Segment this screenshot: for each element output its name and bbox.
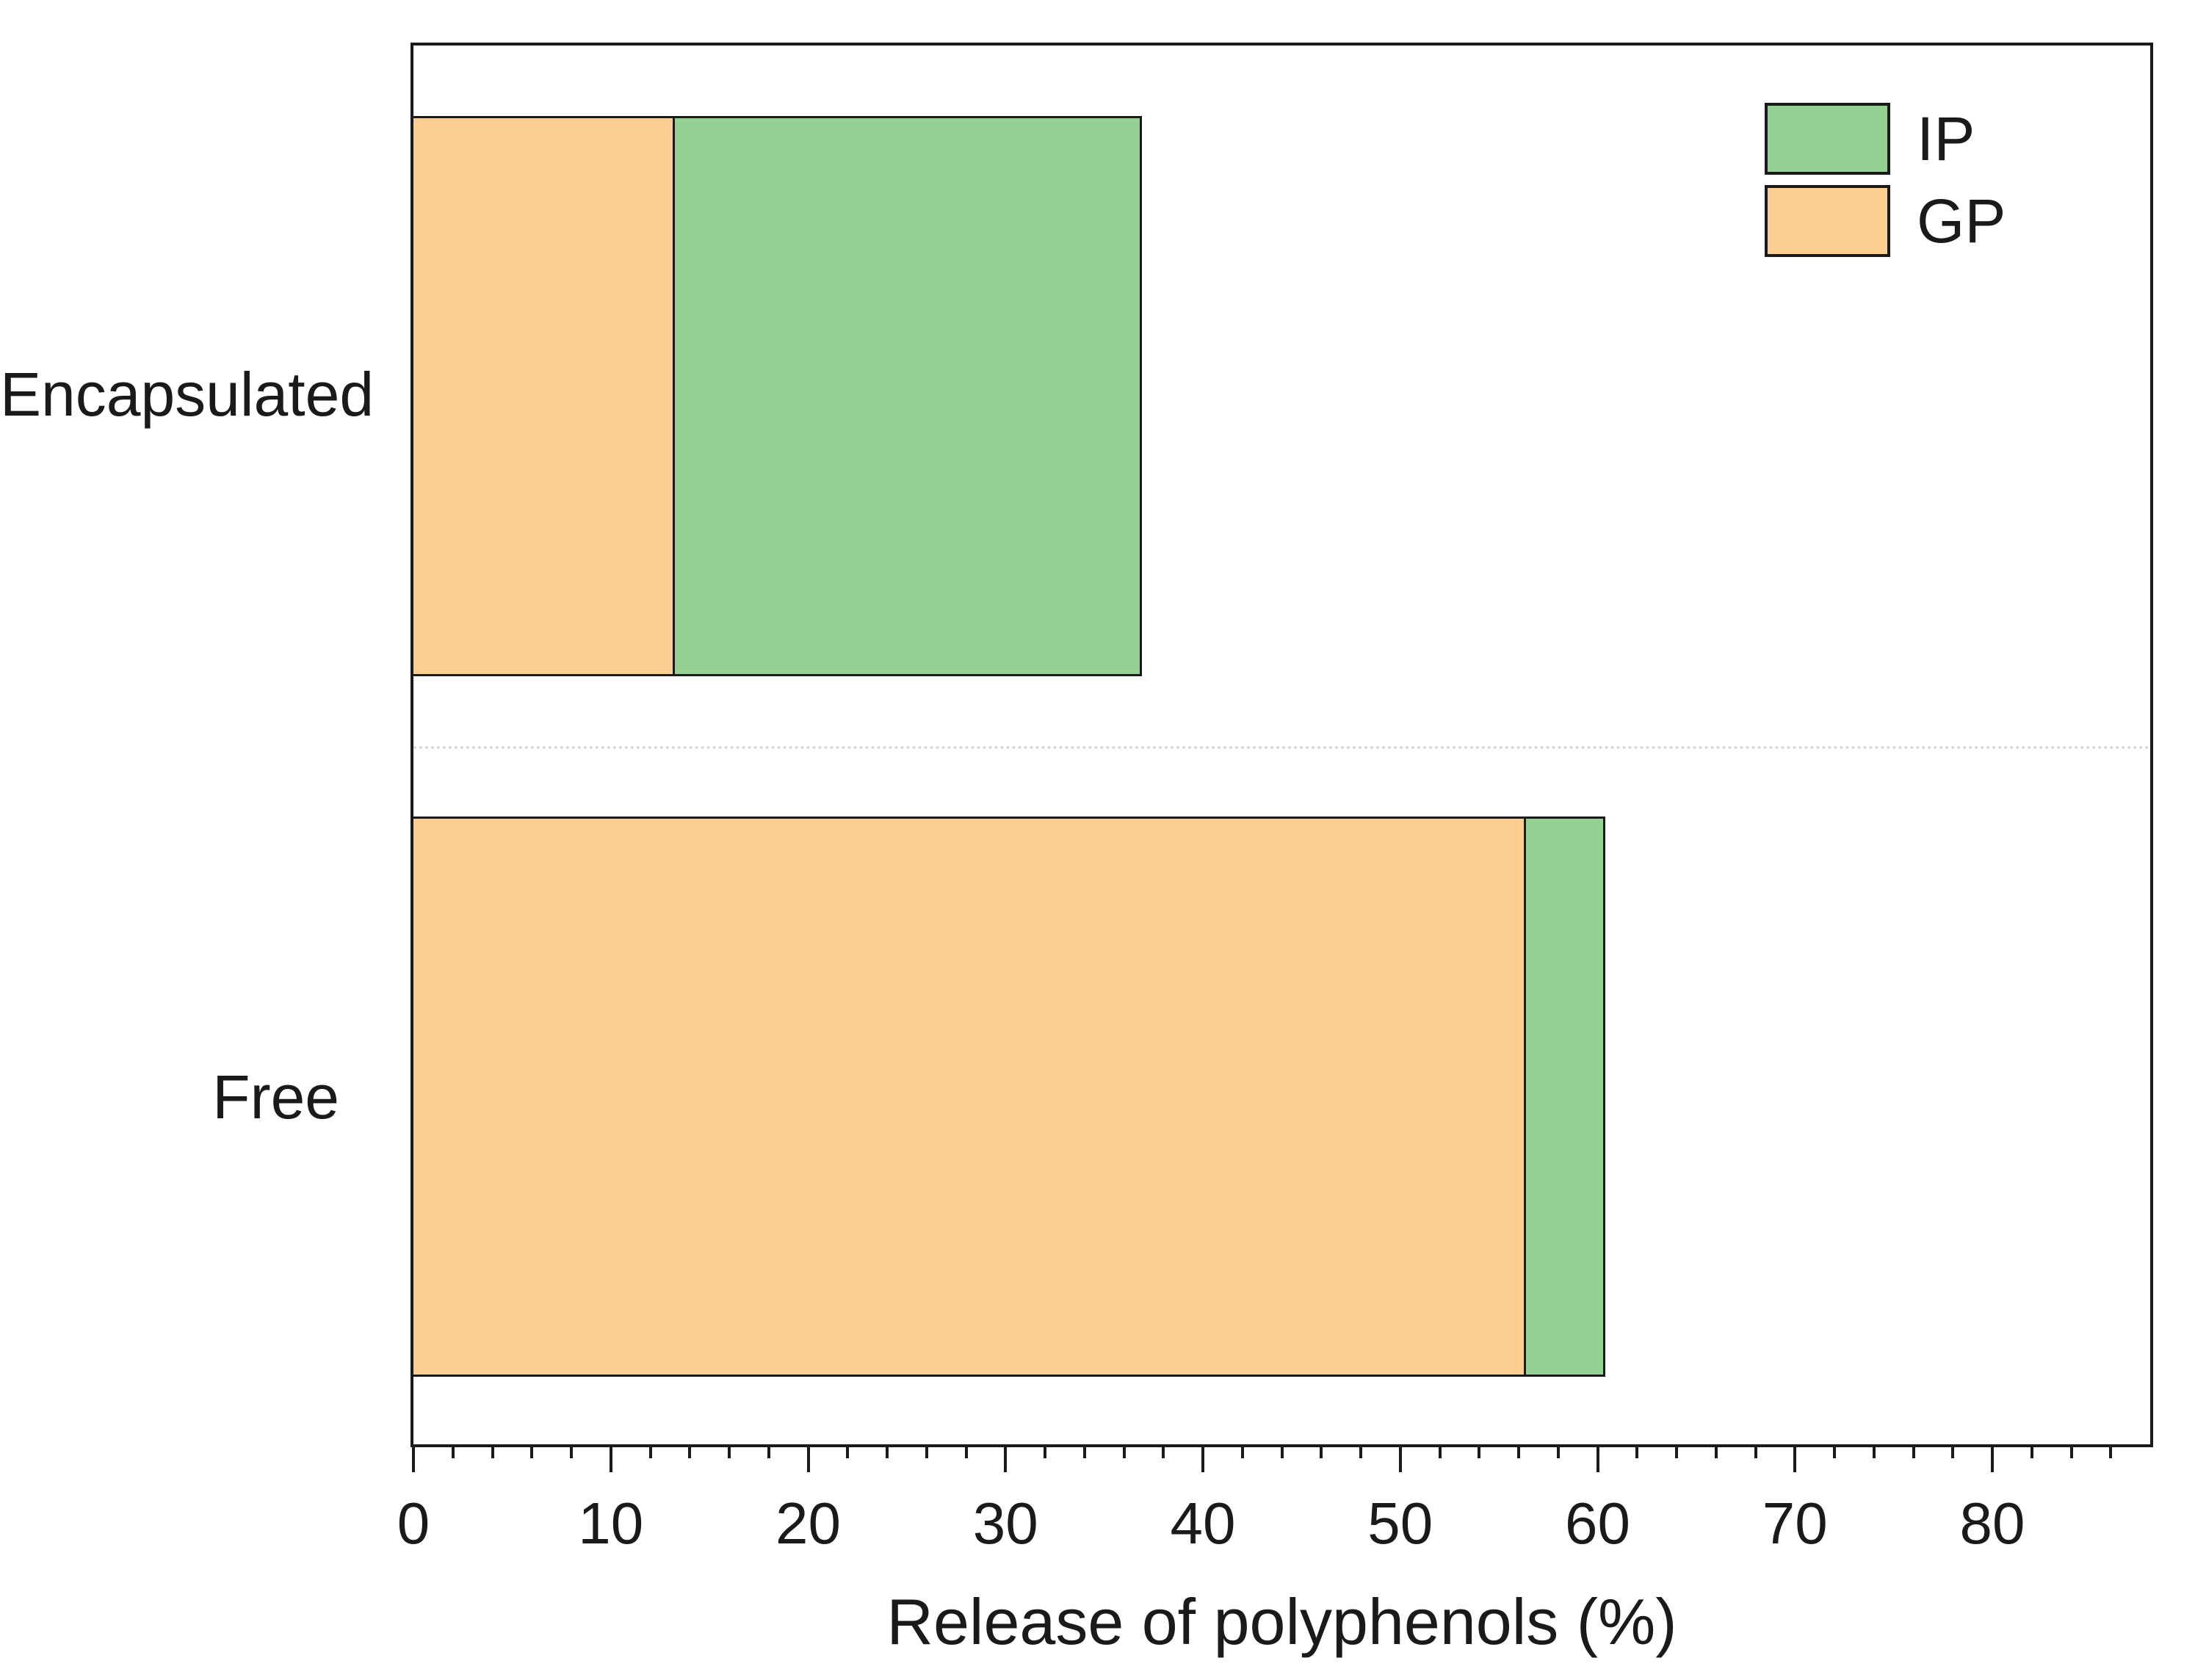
x-major-tick-0 (412, 1444, 415, 1472)
x-tick-label-30: 30 (972, 1491, 1038, 1556)
x-minor-tick-66 (1714, 1444, 1718, 1458)
x-minor-tick-4 (491, 1444, 494, 1458)
x-minor-tick-52 (1438, 1444, 1442, 1458)
x-minor-tick-54 (1478, 1444, 1481, 1458)
x-minor-tick-42 (1240, 1444, 1244, 1458)
x-minor-tick-22 (846, 1444, 850, 1458)
x-minor-tick-64 (1675, 1444, 1678, 1458)
x-minor-tick-84 (2069, 1444, 2073, 1458)
x-minor-tick-48 (1359, 1444, 1362, 1458)
x-tick-label-0: 0 (397, 1491, 430, 1556)
category-label-encapsulated: Encapsulated (0, 360, 375, 429)
x-minor-tick-8 (570, 1444, 573, 1458)
x-minor-tick-38 (1162, 1444, 1165, 1458)
plot-inner (413, 46, 2150, 1444)
x-major-tick-50 (1398, 1444, 1402, 1472)
x-minor-tick-68 (1754, 1444, 1757, 1458)
x-minor-tick-34 (1082, 1444, 1086, 1458)
x-minor-tick-62 (1635, 1444, 1639, 1458)
x-minor-tick-82 (2030, 1444, 2033, 1458)
x-major-tick-20 (806, 1444, 810, 1472)
x-minor-tick-86 (2109, 1444, 2113, 1458)
legend-label-ip: IP (1917, 104, 1975, 173)
x-major-tick-70 (1793, 1444, 1797, 1472)
legend-entry-gp: GP (1765, 180, 2044, 262)
x-major-tick-30 (1004, 1444, 1008, 1472)
x-tick-label-60: 60 (1565, 1491, 1630, 1556)
bar-segment-free-gp (413, 817, 1527, 1377)
x-minor-tick-78 (1951, 1444, 1955, 1458)
x-minor-tick-28 (964, 1444, 968, 1458)
x-minor-tick-44 (1280, 1444, 1284, 1458)
legend-swatch-ip (1765, 103, 1890, 175)
x-minor-tick-74 (1872, 1444, 1876, 1458)
bar-segment-free-ip (1523, 817, 1606, 1377)
x-minor-tick-36 (1122, 1444, 1126, 1458)
x-minor-tick-58 (1556, 1444, 1560, 1458)
x-tick-label-40: 40 (1170, 1491, 1236, 1556)
legend-label-gp: GP (1917, 187, 2006, 256)
legend-swatch-gp (1765, 185, 1890, 257)
x-major-tick-60 (1596, 1444, 1599, 1472)
x-minor-tick-18 (767, 1444, 770, 1458)
x-major-tick-40 (1201, 1444, 1204, 1472)
x-minor-tick-76 (1912, 1444, 1915, 1458)
x-minor-tick-32 (1044, 1444, 1046, 1458)
bar-segment-encapsulated-ip (673, 116, 1142, 676)
x-minor-tick-12 (648, 1444, 652, 1458)
legend: IP GP (1765, 98, 2044, 262)
x-minor-tick-14 (688, 1444, 692, 1458)
x-minor-tick-24 (886, 1444, 889, 1458)
x-minor-tick-46 (1320, 1444, 1323, 1458)
x-major-tick-80 (1991, 1444, 1994, 1472)
x-tick-label-10: 10 (578, 1491, 644, 1556)
x-major-tick-10 (609, 1444, 612, 1472)
x-minor-tick-56 (1517, 1444, 1520, 1458)
category-separator-line (413, 746, 2150, 749)
x-tick-label-20: 20 (775, 1491, 841, 1556)
x-tick-label-50: 50 (1367, 1491, 1433, 1556)
x-minor-tick-6 (530, 1444, 534, 1458)
x-minor-tick-26 (925, 1444, 928, 1458)
x-tick-label-70: 70 (1762, 1491, 1828, 1556)
x-axis-title: Release of polyphenols (%) (886, 1585, 1677, 1658)
legend-entry-ip: IP (1765, 98, 2044, 180)
x-minor-tick-2 (451, 1444, 455, 1458)
x-tick-label-80: 80 (1959, 1491, 2025, 1556)
category-label-free: Free (212, 1062, 339, 1132)
bar-segment-encapsulated-gp (413, 116, 676, 676)
x-minor-tick-16 (728, 1444, 731, 1458)
x-minor-tick-72 (1833, 1444, 1836, 1458)
plot-area: IP GP (411, 43, 2153, 1447)
